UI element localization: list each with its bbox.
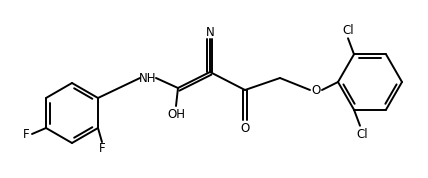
Text: OH: OH	[167, 108, 185, 121]
Text: F: F	[99, 143, 105, 156]
Text: NH: NH	[139, 72, 157, 85]
Text: N: N	[205, 25, 214, 38]
Text: O: O	[312, 85, 321, 98]
Text: Cl: Cl	[356, 128, 368, 141]
Text: Cl: Cl	[342, 24, 354, 37]
Text: O: O	[241, 122, 250, 135]
Text: F: F	[23, 129, 30, 142]
